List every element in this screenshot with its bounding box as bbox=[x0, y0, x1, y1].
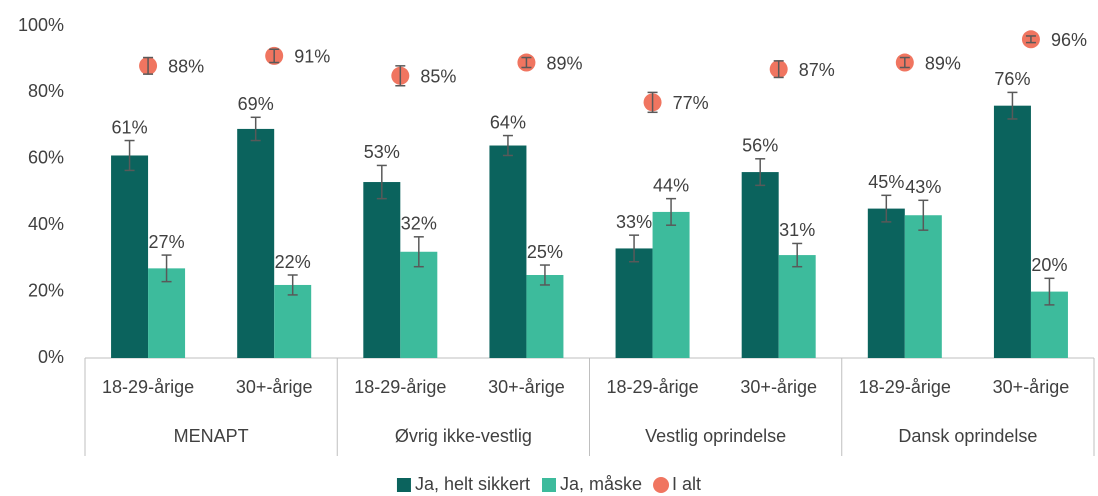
bar bbox=[867, 208, 905, 358]
error-bar bbox=[1044, 277, 1055, 306]
error-bar bbox=[502, 134, 513, 157]
legend-label: I alt bbox=[672, 474, 701, 494]
data-label: 64% bbox=[490, 112, 526, 132]
x-tick-label: 30+-årige bbox=[993, 377, 1070, 397]
x-tick-label: 18-29-årige bbox=[859, 377, 951, 397]
data-label: 85% bbox=[420, 67, 456, 87]
y-tick-label: 80% bbox=[28, 81, 64, 101]
bar bbox=[526, 275, 564, 358]
data-label: 87% bbox=[799, 60, 835, 80]
x-tick-label: 30+-årige bbox=[488, 377, 565, 397]
bar bbox=[778, 255, 816, 358]
error-bar bbox=[143, 56, 154, 75]
bar bbox=[741, 172, 779, 358]
bar bbox=[274, 284, 312, 358]
legend-marker bbox=[542, 478, 556, 492]
bar bbox=[148, 268, 186, 358]
group-label: Øvrig ikke-vestlig bbox=[395, 426, 532, 446]
error-bar bbox=[881, 194, 892, 223]
data-label: 22% bbox=[275, 252, 311, 272]
data-label: 89% bbox=[546, 53, 582, 73]
data-label: 56% bbox=[742, 136, 778, 156]
error-bar bbox=[629, 234, 640, 263]
x-tick-label: 30+-årige bbox=[236, 377, 313, 397]
error-bar bbox=[395, 65, 406, 87]
data-label: 96% bbox=[1051, 30, 1087, 50]
error-bar bbox=[1007, 91, 1018, 120]
legend-marker bbox=[653, 477, 670, 493]
y-tick-label: 20% bbox=[28, 280, 64, 300]
error-bar bbox=[287, 274, 298, 296]
error-bar bbox=[539, 264, 550, 286]
data-label: 61% bbox=[112, 117, 148, 137]
bar bbox=[489, 145, 527, 358]
data-label: 88% bbox=[168, 57, 204, 77]
data-label: 44% bbox=[653, 175, 689, 195]
error-bar bbox=[161, 254, 172, 283]
data-label: 91% bbox=[294, 47, 330, 67]
error-bar bbox=[792, 242, 803, 268]
bar bbox=[615, 248, 653, 358]
y-tick-label: 60% bbox=[28, 148, 64, 168]
bar bbox=[363, 182, 401, 358]
error-bar bbox=[376, 164, 387, 200]
data-label: 53% bbox=[364, 142, 400, 162]
data-label: 76% bbox=[994, 69, 1030, 89]
data-label: 32% bbox=[401, 214, 437, 234]
data-label: 89% bbox=[925, 53, 961, 73]
error-bar bbox=[250, 116, 261, 142]
data-label: 27% bbox=[149, 232, 185, 252]
error-bar bbox=[647, 91, 658, 114]
error-bar bbox=[269, 48, 280, 64]
bar bbox=[904, 215, 942, 358]
error-bar bbox=[899, 56, 910, 69]
error-bar bbox=[773, 60, 784, 79]
bar bbox=[111, 155, 149, 358]
data-label: 69% bbox=[238, 94, 274, 114]
error-bar bbox=[521, 56, 532, 69]
legend-label: Ja, måske bbox=[560, 474, 642, 494]
x-tick-label: 30+-årige bbox=[740, 377, 817, 397]
y-tick-label: 0% bbox=[38, 347, 64, 367]
data-label: 20% bbox=[1031, 255, 1067, 275]
y-tick-label: 100% bbox=[18, 15, 64, 35]
error-bar bbox=[666, 197, 677, 226]
data-label: 77% bbox=[673, 93, 709, 113]
y-tick-label: 40% bbox=[28, 214, 64, 234]
group-label: Dansk oprindelse bbox=[898, 426, 1037, 446]
error-bar bbox=[1025, 35, 1036, 44]
bar bbox=[400, 251, 438, 358]
data-label: 45% bbox=[868, 172, 904, 192]
data-label: 33% bbox=[616, 212, 652, 232]
group-label: Vestlig oprindelse bbox=[645, 426, 786, 446]
data-label: 31% bbox=[779, 220, 815, 240]
bar bbox=[993, 105, 1031, 359]
bar bbox=[652, 211, 690, 358]
legend-label: Ja, helt sikkert bbox=[415, 474, 530, 494]
data-label: 43% bbox=[905, 177, 941, 197]
x-tick-label: 18-29-årige bbox=[607, 377, 699, 397]
x-tick-label: 18-29-årige bbox=[102, 377, 194, 397]
x-tick-label: 18-29-årige bbox=[354, 377, 446, 397]
legend-marker bbox=[396, 478, 411, 492]
data-label: 25% bbox=[527, 242, 563, 262]
error-bar bbox=[918, 199, 929, 231]
error-bar bbox=[124, 139, 135, 172]
group-label: MENAPT bbox=[174, 426, 249, 446]
bar bbox=[237, 128, 275, 358]
error-bar bbox=[413, 236, 424, 268]
error-bar bbox=[755, 158, 766, 187]
